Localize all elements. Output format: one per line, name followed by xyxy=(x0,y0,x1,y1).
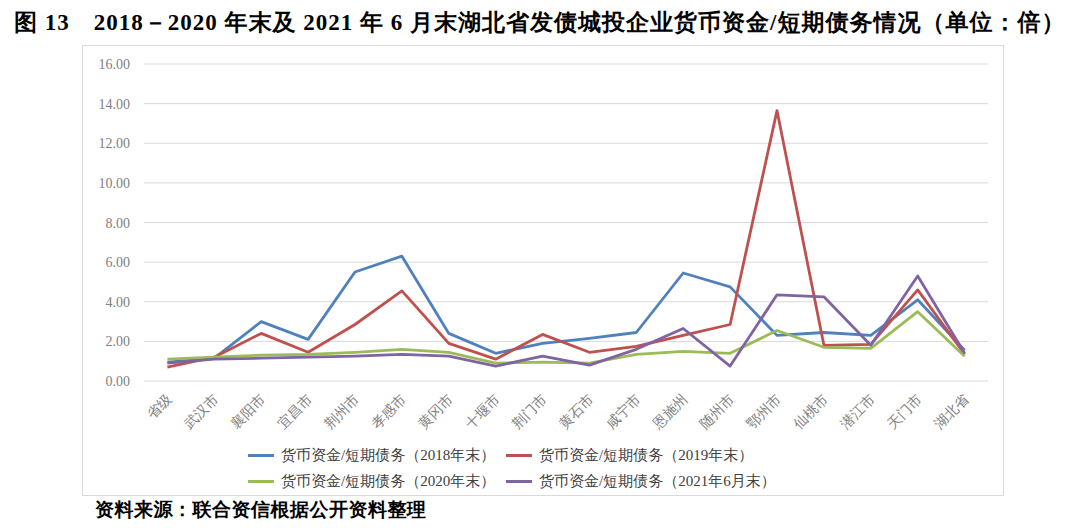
x-axis-label: 襄阳市 xyxy=(228,392,268,432)
legend-label: 货币资金/短期债务（2018年末） xyxy=(281,446,495,465)
series-line-3 xyxy=(167,276,964,366)
x-axis-label: 荆州市 xyxy=(322,392,362,432)
legend-item: 货币资金/短期债务（2021年6月末） xyxy=(506,472,776,491)
y-axis-label: 4.00 xyxy=(106,295,131,310)
chart-title: 图 13 2018－2020 年末及 2021 年 6 月末湖北省发债城投企业货币… xyxy=(14,7,1080,38)
legend-swatch xyxy=(506,480,532,483)
legend-label: 货币资金/短期债务（2020年末） xyxy=(281,472,495,491)
legend-swatch xyxy=(506,454,532,457)
x-axis-label: 黄冈市 xyxy=(416,392,456,432)
figure-number: 图 13 xyxy=(14,7,70,38)
x-axis-label: 孝感市 xyxy=(368,392,409,433)
y-axis-label: 12.00 xyxy=(99,136,131,151)
x-axis-label: 潜江市 xyxy=(837,392,878,433)
legend-swatch xyxy=(248,480,274,483)
x-axis-label: 武汉市 xyxy=(181,392,221,432)
x-axis-label: 天门市 xyxy=(884,392,924,432)
legend-label: 货币资金/短期债务（2019年末） xyxy=(539,446,753,465)
legend-item: 货币资金/短期债务（2020年末） xyxy=(248,472,495,491)
y-axis-label: 16.00 xyxy=(99,57,131,72)
x-axis-label: 荆门市 xyxy=(509,392,549,432)
y-axis-label: 2.00 xyxy=(106,334,131,349)
legend-swatch xyxy=(248,454,274,457)
y-axis-label: 6.00 xyxy=(106,255,131,270)
series-line-0 xyxy=(167,256,964,362)
figure-title-text: 2018－2020 年末及 2021 年 6 月末湖北省发债城投企业货币资金/短… xyxy=(94,10,1066,35)
line-chart-svg: 0.00 2.00 4.00 6.00 8.00 10.00 12.00 14.00 16.00… xyxy=(83,46,1003,495)
legend-item: 货币资金/短期债务（2019年末） xyxy=(506,446,753,465)
series-line-1 xyxy=(167,111,964,368)
legend-label: 货币资金/短期债务（2021年6月末） xyxy=(539,472,776,491)
chart-area: 0.00 2.00 4.00 6.00 8.00 10.00 12.00 14.00 16.00… xyxy=(82,45,1004,496)
x-axis-label: 省级 xyxy=(144,392,174,422)
x-axis-label: 仙桃市 xyxy=(790,392,831,433)
y-axis-label: 8.00 xyxy=(106,216,131,231)
x-axis-label: 湖北省 xyxy=(931,391,973,433)
x-axis-label: 恩施州 xyxy=(649,392,690,433)
x-axis-label: 咸宁市 xyxy=(602,391,643,432)
source-note: 资料来源：联合资信根据公开资料整理 xyxy=(95,497,427,523)
x-axis-label: 宜昌市 xyxy=(275,392,315,432)
x-axis-label: 十堰市 xyxy=(462,392,502,432)
y-axis-label: 14.00 xyxy=(99,97,131,112)
x-axis-label: 随州市 xyxy=(697,392,737,432)
x-axis-label: 黄石市 xyxy=(556,392,596,432)
x-axis-label: 鄂州市 xyxy=(744,392,784,432)
legend-item: 货币资金/短期债务（2018年末） xyxy=(248,446,495,465)
y-axis-label: 10.00 xyxy=(99,176,131,191)
y-axis-label: 0.00 xyxy=(106,374,131,389)
